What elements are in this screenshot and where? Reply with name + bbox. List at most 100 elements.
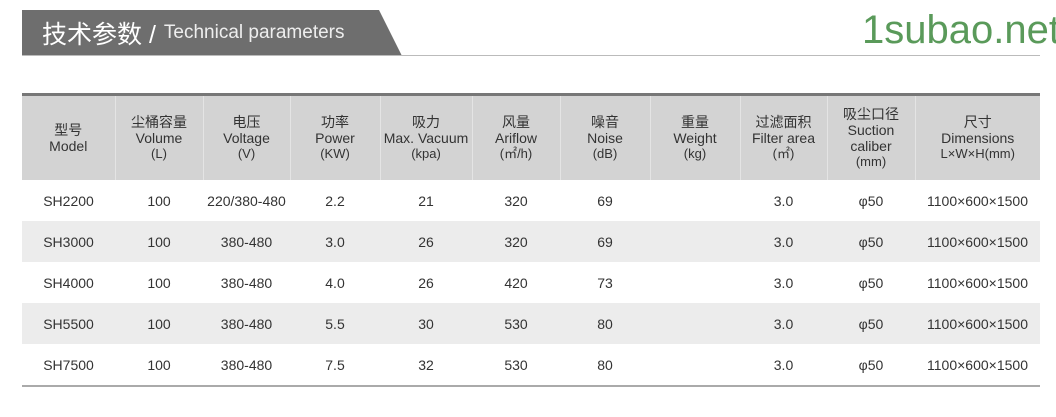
table-cell [650,262,740,303]
table-cell: 420 [504,274,528,291]
header-line: Volume [135,130,183,146]
table-cell: 5.5 [290,303,380,344]
column-header: 吸力 Max. Vacuum (kpa) [379,94,472,180]
table-cell: SH7500 [43,356,94,373]
table-cell [650,180,740,221]
column-header: 噪音 Noise (dB) [559,94,650,180]
table-cell [650,303,740,344]
table-cell: 2.2 [325,192,345,209]
table-row: SH2200 100 220/380-480 2.2 21 320 69 3.0 φ50 1100… [22,180,1040,221]
header-line: 尺寸 [963,114,992,130]
table-cell: SH4000 [43,274,94,291]
header-line: 风量 [502,114,530,130]
column-header: 功率 Power (KW) [289,94,380,180]
table-cell: SH2200 [43,192,94,209]
table-cell: 100 [115,221,203,262]
header-line: Model [49,138,88,154]
watermark: 1subao.net [862,8,1056,52]
table-row: SH4000 100 380-480 4.0 26 420 73 3.0 φ50 1100×600… [22,262,1040,303]
table-cell: 3.0 [740,221,827,262]
header-line: L×W×H(mm) [940,146,1015,161]
table-cell: 1100×600×1500 [915,221,1040,262]
header-line: (KW) [320,146,350,161]
header-line: (㎡/h) [499,146,533,161]
table-cell: 26 [380,221,472,262]
table-cell: 380-480 [220,356,273,373]
header-line: 吸力 [412,114,440,130]
column-header: 尺寸 Dimensions L×W×H(mm) [914,94,1040,180]
title-divider [22,55,1040,56]
table-cell: 100 [147,192,171,209]
header-line: (kg) [683,146,707,161]
table-cell: 100 [147,356,171,373]
table-cell: 3.0 [773,192,794,209]
section-title-banner: 技术参数 / Technical parameters [22,10,402,56]
table-cell: 80 [560,303,650,344]
table-cell: φ50 [858,274,884,291]
header-line: Voltage [223,130,270,146]
table-cell: 3.0 [773,356,794,373]
header-line: Ariflow [494,130,537,146]
table-cell: 530 [472,303,560,344]
table-cell: 21 [418,192,434,209]
table-cell [650,344,740,386]
table-cell: 100 [147,274,171,291]
column-header: 吸尘口径 Suction caliber (mm) [826,94,915,180]
header-line: (L) [151,146,167,161]
table-cell: φ50 [858,356,884,373]
parameters-table: 型号 Model 尘桶容量 Volume (L) 电压 Voltage (V) 功率 Power(… [22,93,1040,387]
header-line: Weight [673,130,717,146]
column-header: 电压 Voltage (V) [202,94,290,180]
table-cell: 80 [597,356,613,373]
table-cell: 32 [418,356,434,373]
header-line: 电压 [232,114,261,130]
table-cell: 530 [504,356,528,373]
table-cell: 73 [597,274,613,291]
table-cell: 7.5 [325,356,345,373]
table-cell: 380-480 [203,303,290,344]
table-cell: 26 [418,274,434,291]
header-line: (mm) [855,154,887,169]
table-cell: SH3000 [22,221,115,262]
header-row: 型号 Model 尘桶容量 Volume (L) 电压 Voltage (V) 功率 Power(… [22,94,1040,180]
table-cell: 380-480 [203,221,290,262]
table-cell: 1100×600×1500 [915,303,1040,344]
header-line: Power [315,130,355,146]
table-row: SH3000 100 380-480 3.0 26 320 69 3.0 φ50 1100×600… [22,221,1040,262]
header-line: (kpa) [411,146,441,161]
header-line: (V) [237,146,256,161]
header-line: Suction caliber [847,122,895,154]
header-line: Filter area [751,130,816,146]
header-line: 过滤面积 [755,114,812,130]
table-cell: φ50 [827,303,915,344]
table-cell: 30 [380,303,472,344]
table-cell: 100 [115,303,203,344]
header-line: (㎡) [772,146,795,161]
table-cell: 69 [560,221,650,262]
table-cell: 69 [597,192,613,209]
table-cell: 320 [472,221,560,262]
table-cell: 4.0 [325,274,345,291]
table-cell: 1100×600×1500 [927,274,1028,291]
header-line: 重量 [681,114,709,130]
header-line: 尘桶容量 [131,114,187,130]
table-body: SH2200 100 220/380-480 2.2 21 320 69 3.0 φ50 1100… [22,180,1040,386]
table-cell [650,221,740,262]
column-header: 过滤面积 Filter area (㎡) [739,94,827,180]
table-cell: 3.0 [290,221,380,262]
table-cell: 3.0 [740,303,827,344]
table-cell: 380-480 [220,274,273,291]
table-cell: 320 [504,192,528,209]
table-cell: φ50 [827,221,915,262]
header-line: Noise [587,130,623,146]
header-line: Max. Vacuum [383,130,469,146]
column-header: 型号 Model [22,94,115,180]
header-line: (dB) [592,146,618,161]
header-line: 噪音 [591,114,619,130]
table-cell: SH5500 [22,303,115,344]
table-row: SH5500 100 380-480 5.5 30 530 80 3.0 φ50 1100×600… [22,303,1040,344]
table-cell: 1100×600×1500 [927,192,1028,209]
header-line: 吸尘口径 [843,106,899,122]
header-line: Dimensions [941,130,1015,146]
title-cn: 技术参数 / [42,21,156,49]
